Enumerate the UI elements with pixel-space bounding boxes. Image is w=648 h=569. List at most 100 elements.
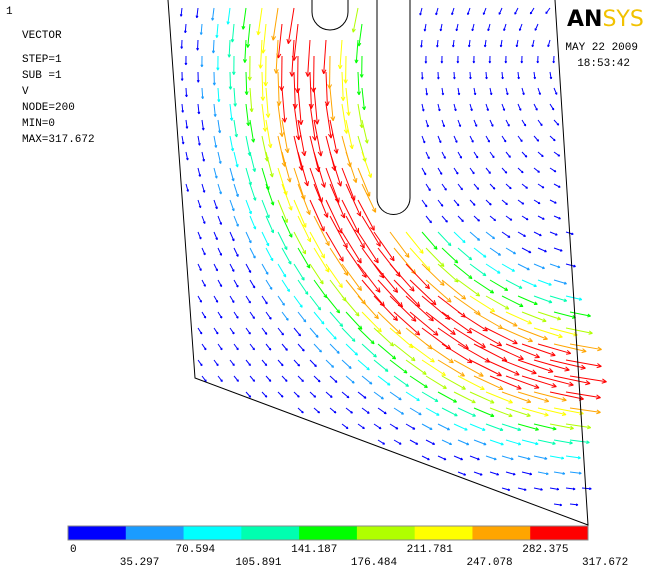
arrow-head xyxy=(304,181,310,187)
vector-arrow xyxy=(213,263,218,272)
vector-arrow xyxy=(180,7,183,17)
arrow-head xyxy=(301,348,305,352)
vector-arrow xyxy=(565,327,593,334)
vector-arrow xyxy=(297,87,302,125)
arrow-head xyxy=(563,281,567,285)
vector-arrow xyxy=(565,263,576,268)
arrow-head xyxy=(497,270,501,274)
vector-arrow xyxy=(549,359,586,369)
arrow-head xyxy=(551,382,557,388)
vector-arrow xyxy=(341,263,362,291)
arrow-head xyxy=(461,294,467,300)
arrow-head xyxy=(286,288,291,292)
arrow-head xyxy=(314,119,320,125)
vector-arrow xyxy=(217,279,223,287)
arrow-head xyxy=(544,456,548,460)
arrow-head xyxy=(320,253,325,259)
arrow-head xyxy=(578,297,583,301)
arrow-head xyxy=(297,395,300,398)
arrow-head xyxy=(366,367,370,371)
arrow-head xyxy=(563,298,568,302)
vector-arrow xyxy=(293,167,305,200)
vector-arrow xyxy=(313,279,328,298)
vector-arrow xyxy=(233,119,238,138)
vector-arrow xyxy=(521,311,547,322)
arrow-head xyxy=(202,159,206,162)
arrow-head xyxy=(270,229,275,234)
arrow-head xyxy=(304,291,309,295)
arrow-head xyxy=(467,44,471,48)
arrow-head xyxy=(575,503,579,507)
arrow-head xyxy=(557,316,562,321)
vector-arrow xyxy=(261,295,268,305)
vector-arrow xyxy=(505,311,532,325)
vector-arrow xyxy=(277,263,287,278)
vector-arrow xyxy=(565,455,581,459)
arrow-head xyxy=(419,12,422,16)
arrow-head xyxy=(479,473,483,476)
color-legend: 0 35.297 70.594 105.891 141.187 176.484 211.78… xyxy=(67,525,628,569)
arrow-head xyxy=(356,211,362,217)
arrow-head xyxy=(216,363,219,367)
vector-arrow xyxy=(249,183,256,201)
arrow-head xyxy=(283,274,287,278)
vector-arrow xyxy=(517,487,527,491)
vector-arrow xyxy=(553,311,576,319)
arrow-head xyxy=(184,62,188,66)
arrow-head xyxy=(370,225,375,231)
arrow-head xyxy=(456,60,460,64)
legend-band xyxy=(241,526,300,540)
vector-arrow xyxy=(357,327,375,345)
vector-arrow xyxy=(457,215,464,222)
arrow-head xyxy=(369,381,373,385)
arrow-head xyxy=(471,28,474,32)
vector-arrow xyxy=(297,119,306,156)
arrow-head xyxy=(234,133,239,138)
arrow-head xyxy=(446,297,452,303)
arrow-head xyxy=(416,397,420,402)
arrow-head xyxy=(230,38,235,43)
vector-arrow xyxy=(217,343,223,351)
vector-arrow xyxy=(341,167,356,201)
arrow-head xyxy=(203,347,207,351)
vector-arrow xyxy=(261,359,268,366)
arrow-head xyxy=(378,426,382,430)
vector-arrow xyxy=(533,423,557,430)
vector-arrow xyxy=(549,423,574,430)
arrow-head xyxy=(461,219,464,223)
vector-arrow xyxy=(249,119,255,143)
vector-arrow xyxy=(569,471,582,474)
vector-arrow xyxy=(281,87,286,123)
vector-arrow xyxy=(197,295,202,303)
arrow-head xyxy=(450,329,456,336)
arrow-head xyxy=(411,316,417,322)
arrow-head xyxy=(496,472,500,476)
arrow-head xyxy=(317,306,322,311)
vector-arrow xyxy=(549,263,561,268)
arrow-head xyxy=(219,253,222,256)
vector-arrow xyxy=(213,135,217,148)
arrow-head xyxy=(489,202,492,206)
arrow-head xyxy=(439,281,445,286)
vector-arrow xyxy=(249,87,253,112)
arrow-head xyxy=(480,385,485,391)
arrow-head xyxy=(288,233,293,238)
arrow-head xyxy=(504,305,510,310)
arrow-head xyxy=(198,174,202,177)
arrow-head xyxy=(338,256,344,262)
arrow-head xyxy=(521,202,525,205)
arrow-head xyxy=(512,339,518,345)
vector-arrow xyxy=(581,487,592,490)
arrow-head xyxy=(232,363,235,367)
vector-arrow xyxy=(325,167,340,203)
vector-arrow xyxy=(313,247,330,273)
vector-arrow xyxy=(505,279,523,289)
arrow-head xyxy=(518,28,522,31)
arrow-head xyxy=(288,260,292,265)
arrow-head xyxy=(418,412,422,416)
vector-arrow xyxy=(201,247,206,256)
vector-arrow xyxy=(425,183,431,191)
arrow-head xyxy=(265,271,269,275)
arrow-head xyxy=(323,212,329,218)
arrow-head xyxy=(557,154,561,157)
